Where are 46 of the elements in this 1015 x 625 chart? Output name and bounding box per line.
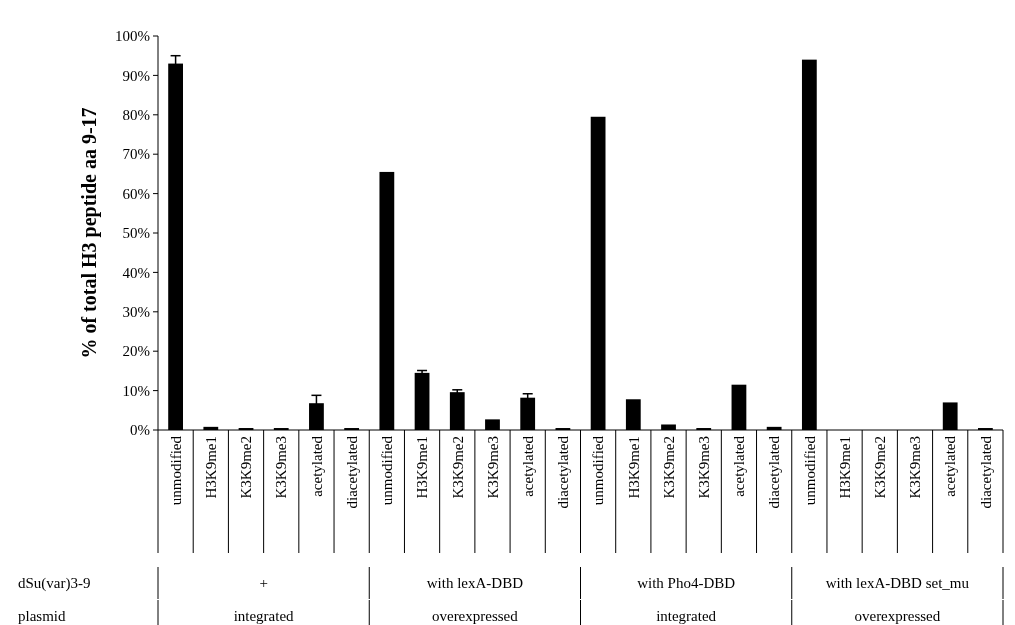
text: integrated (233, 608, 295, 625)
x-tick-label: acetylated (308, 435, 325, 497)
x-tick-label: diacetylated (766, 435, 783, 509)
text: with lexA-DBD (426, 575, 524, 592)
text: dSu(var)3-9 (18, 575, 91, 593)
x-tick-label: H3K9me1 (836, 436, 853, 499)
x-tick-label: K3K9me2 (872, 436, 889, 499)
y-tick-label: 100% (115, 28, 150, 45)
x-tick-label: K3K9me3 (907, 436, 924, 499)
y-tick-label: 80% (122, 107, 150, 124)
x-tick-label: acetylated (731, 435, 748, 497)
y-tick-label: 90% (122, 67, 150, 84)
y-tick-label: 40% (122, 264, 150, 281)
x-tick-label: acetylated (942, 435, 959, 497)
text: plasmid (18, 608, 66, 625)
x-tick-label: unmodified (801, 435, 818, 506)
x-tick-label: K3K9me2 (238, 436, 255, 499)
x-tick-label: K3K9me3 (484, 436, 501, 499)
text: with Pho4-DBD (637, 575, 736, 592)
y-tick-label: 50% (122, 225, 150, 242)
text: integrated (656, 608, 717, 625)
y-tick-label: 20% (122, 343, 150, 360)
x-tick-label: acetylated (519, 435, 536, 497)
x-tick-label: unmodified (379, 435, 396, 506)
text: + (259, 575, 268, 592)
y-tick-label: 10% (122, 382, 150, 399)
x-tick-label: K3K9me2 (660, 436, 677, 499)
x-tick-label: K3K9me3 (695, 436, 712, 499)
y-tick-label: 0% (130, 422, 150, 439)
x-tick-label: diacetylated (977, 435, 994, 509)
y-tick-label: 30% (122, 304, 150, 321)
x-tick-label: K3K9me3 (273, 436, 290, 499)
x-tick-label: H3K9me1 (414, 436, 431, 499)
text: with lexA-DBD set_mu (825, 575, 970, 592)
text: overexpressed (854, 608, 941, 625)
x-tick-label: diacetylated (555, 435, 572, 509)
y-tick-label: 60% (122, 185, 150, 202)
y-axis-title: % of total H3 peptide aa 9-17 (78, 107, 101, 359)
x-tick-label: unmodified (590, 435, 607, 506)
x-tick-label: K3K9me2 (449, 436, 466, 499)
x-tick-label: unmodified (167, 435, 184, 506)
y-tick-label: 70% (122, 146, 150, 163)
text: overexpressed (431, 608, 519, 625)
x-tick-label: diacetylated (343, 435, 360, 509)
x-tick-label: H3K9me1 (203, 436, 220, 499)
x-tick-label: H3K9me1 (625, 436, 642, 499)
